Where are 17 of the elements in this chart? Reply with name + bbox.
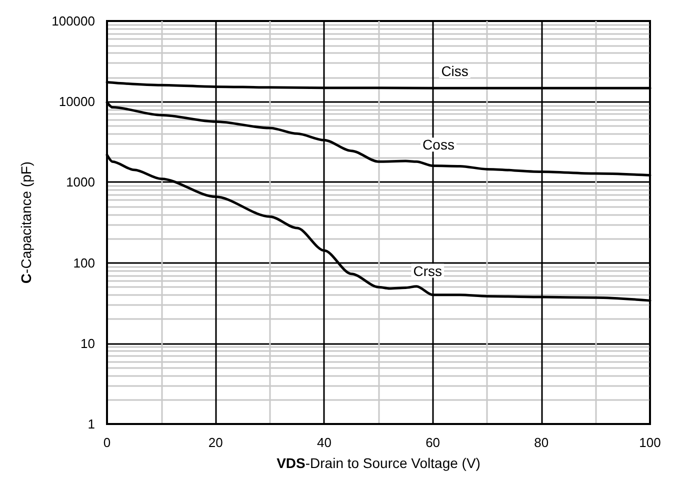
y-axis-title: C-Capacitance (pF): [18, 161, 34, 284]
x-tick-label: 20: [208, 435, 223, 450]
x-tick-label: 80: [534, 435, 549, 450]
series-label: Crss: [413, 262, 442, 279]
y-tick-label: 1: [88, 416, 95, 432]
y-tick-label: 100000: [52, 14, 95, 28]
series-label: Ciss: [441, 63, 468, 80]
x-axis-title: VDS-Drain to Source Voltage (V): [276, 455, 480, 471]
y-tick-label: 10: [80, 336, 95, 351]
x-tick-label: 0: [103, 435, 111, 450]
y-tick-label: 1000: [66, 174, 95, 190]
x-tick-label: 60: [426, 435, 440, 450]
x-tick-label: 100: [639, 435, 661, 450]
y-tick-label: 100: [73, 255, 95, 270]
x-tick-label: 40: [316, 435, 332, 450]
series-label: Coss: [422, 136, 454, 153]
y-tick-label: 10000: [58, 94, 95, 110]
